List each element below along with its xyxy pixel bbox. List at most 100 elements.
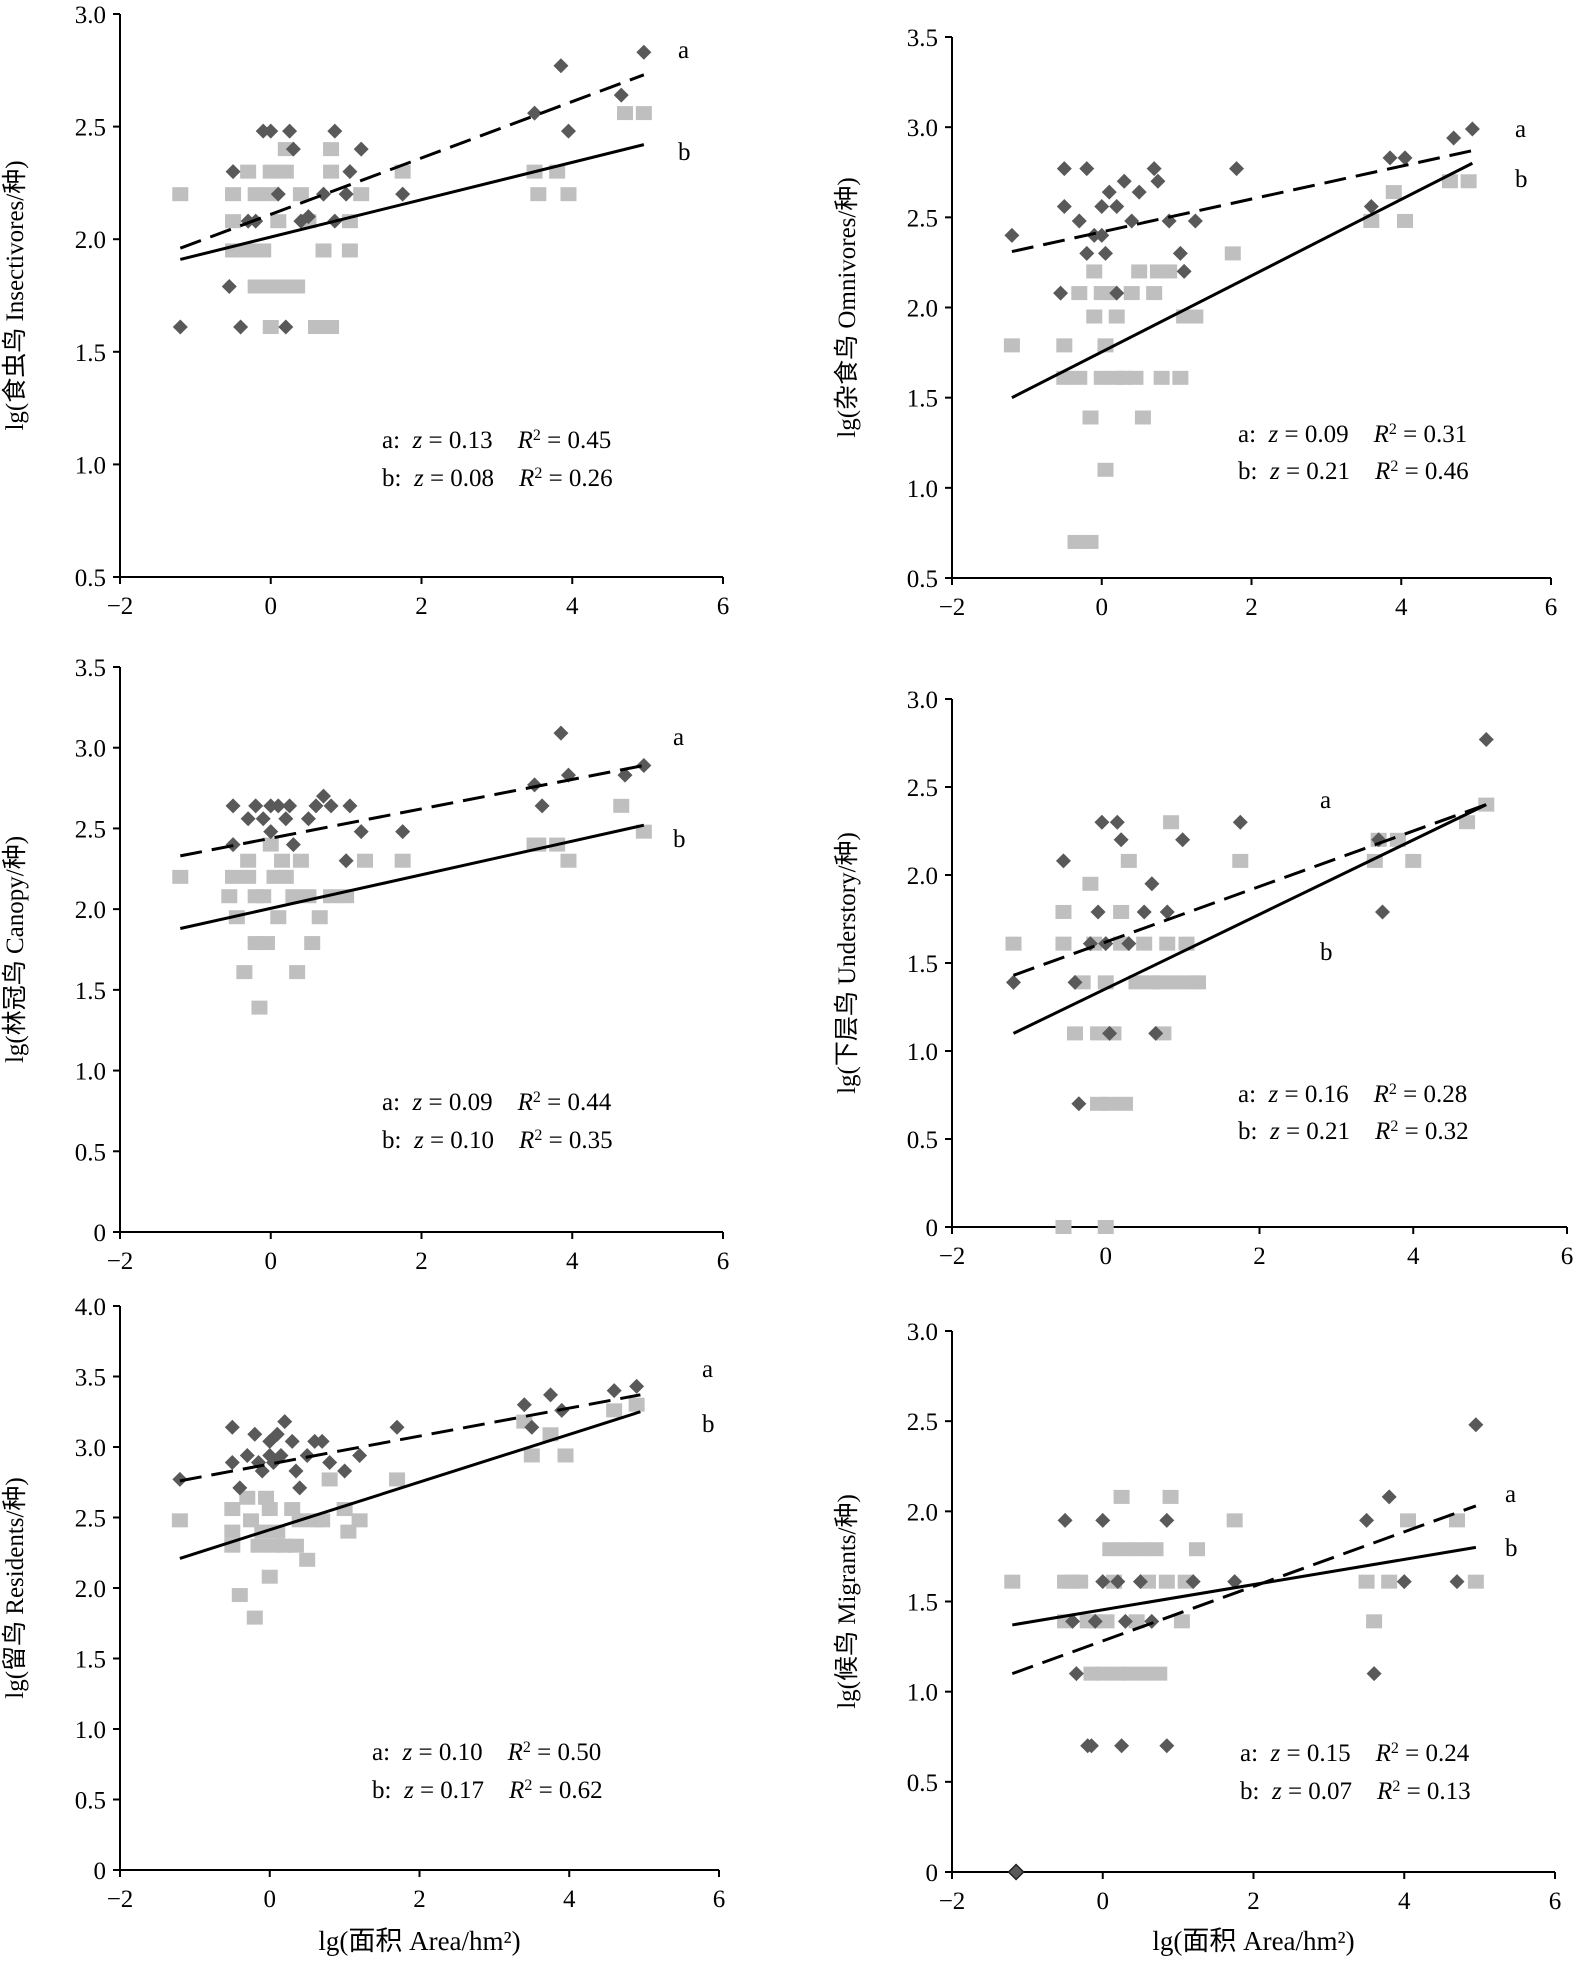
point-b xyxy=(315,243,332,258)
line-label-a: a xyxy=(673,724,684,751)
point-a xyxy=(1071,213,1087,229)
point-b xyxy=(1113,904,1130,919)
point-b xyxy=(1136,1666,1153,1681)
point-a xyxy=(1381,1489,1397,1505)
point-a xyxy=(1083,1738,1099,1754)
point-b xyxy=(1093,370,1110,385)
point-a xyxy=(1055,853,1071,869)
point-a xyxy=(1094,199,1110,215)
x-tick-label: 6 xyxy=(1545,594,1558,621)
point-b xyxy=(1459,815,1476,830)
point-b xyxy=(1132,1542,1149,1557)
point-a xyxy=(1053,285,1069,301)
point-a xyxy=(1232,814,1248,830)
point-a xyxy=(288,1463,304,1479)
point-a xyxy=(606,1383,622,1399)
point-a xyxy=(524,1419,540,1435)
point-b xyxy=(1187,309,1204,324)
point-b xyxy=(307,320,324,335)
point-b xyxy=(261,1502,278,1517)
y-tick-label: 0 xyxy=(926,1215,939,1242)
line-label-a: a xyxy=(702,1356,713,1383)
y-tick-label: 2.5 xyxy=(75,1506,106,1533)
x-tick-label: 2 xyxy=(415,1248,428,1275)
y-tick-label: 2.0 xyxy=(75,227,106,254)
y-tick-label: 0.5 xyxy=(75,565,106,592)
point-b xyxy=(1116,1096,1133,1111)
point-b xyxy=(239,1490,256,1505)
y-tick-label: 2.5 xyxy=(75,816,106,843)
point-a xyxy=(1159,1512,1175,1528)
x-tick-label: −2 xyxy=(107,593,134,620)
point-b xyxy=(1151,1666,1168,1681)
line-label-b: b xyxy=(678,139,691,166)
point-a xyxy=(1094,814,1110,830)
point-b xyxy=(1190,975,1206,990)
point-a xyxy=(239,1447,255,1463)
point-a xyxy=(1124,213,1140,229)
point-b xyxy=(284,1502,301,1517)
point-b xyxy=(292,853,309,868)
fit-line-b xyxy=(179,1410,641,1560)
x-tick-label: 0 xyxy=(265,593,278,620)
y-tick-label: 2.0 xyxy=(907,1499,938,1526)
point-a xyxy=(1132,1574,1148,1590)
point-a xyxy=(560,123,576,139)
point-a xyxy=(299,1447,315,1463)
point-a xyxy=(327,123,343,139)
point-b xyxy=(1400,1513,1417,1528)
point-a xyxy=(1359,1512,1375,1528)
point-a xyxy=(1102,1025,1118,1041)
point-a xyxy=(224,1455,240,1471)
fit-line-b xyxy=(1012,1545,1477,1627)
x-tick-label: 2 xyxy=(415,593,428,620)
point-a xyxy=(543,1387,559,1403)
point-b xyxy=(1381,1574,1398,1589)
point-b xyxy=(258,1490,275,1505)
point-b xyxy=(1163,815,1180,830)
line-label-a: a xyxy=(1515,116,1526,143)
point-a xyxy=(1056,161,1072,177)
point-b xyxy=(1159,936,1176,951)
point-a xyxy=(338,186,354,202)
point-a xyxy=(1382,150,1398,166)
point-b xyxy=(353,187,370,202)
point-b xyxy=(1449,1513,1466,1528)
y-tick-label: 2.0 xyxy=(907,863,938,890)
point-a xyxy=(516,1397,532,1413)
point-a xyxy=(323,798,339,814)
point-a xyxy=(282,798,298,814)
point-b xyxy=(1460,174,1477,189)
point-a xyxy=(316,788,332,804)
point-a xyxy=(613,87,629,103)
point-b xyxy=(1226,1513,1243,1528)
point-b xyxy=(356,853,373,868)
point-b xyxy=(613,798,630,813)
point-a xyxy=(1090,904,1106,920)
y-tick-label: 1.0 xyxy=(75,1717,106,1744)
y-tick-label: 1.5 xyxy=(75,340,106,367)
point-a xyxy=(1095,1512,1111,1528)
x-tick-label: 0 xyxy=(264,1886,277,1913)
y-tick-label: 1.5 xyxy=(907,386,938,413)
point-b xyxy=(341,243,358,258)
point-a xyxy=(1172,245,1188,261)
point-b xyxy=(1117,1542,1134,1557)
point-b xyxy=(557,1448,574,1463)
stats-a: a: z = 0.10 R2 = 0.50 xyxy=(372,1739,601,1767)
y-axis-label: lg(候鸟 Migrants/种) xyxy=(833,1494,861,1709)
point-a xyxy=(1131,184,1147,200)
point-b xyxy=(340,1524,357,1539)
point-a xyxy=(1144,876,1160,892)
point-a xyxy=(1446,130,1462,146)
point-a xyxy=(1087,1613,1103,1629)
point-a xyxy=(255,811,271,827)
point-a xyxy=(1109,285,1125,301)
point-a xyxy=(1113,832,1129,848)
point-a xyxy=(300,209,316,225)
point-b xyxy=(628,1397,645,1412)
point-a xyxy=(273,1447,289,1463)
y-tick-label: 3.0 xyxy=(75,1435,106,1462)
point-b xyxy=(635,106,652,121)
